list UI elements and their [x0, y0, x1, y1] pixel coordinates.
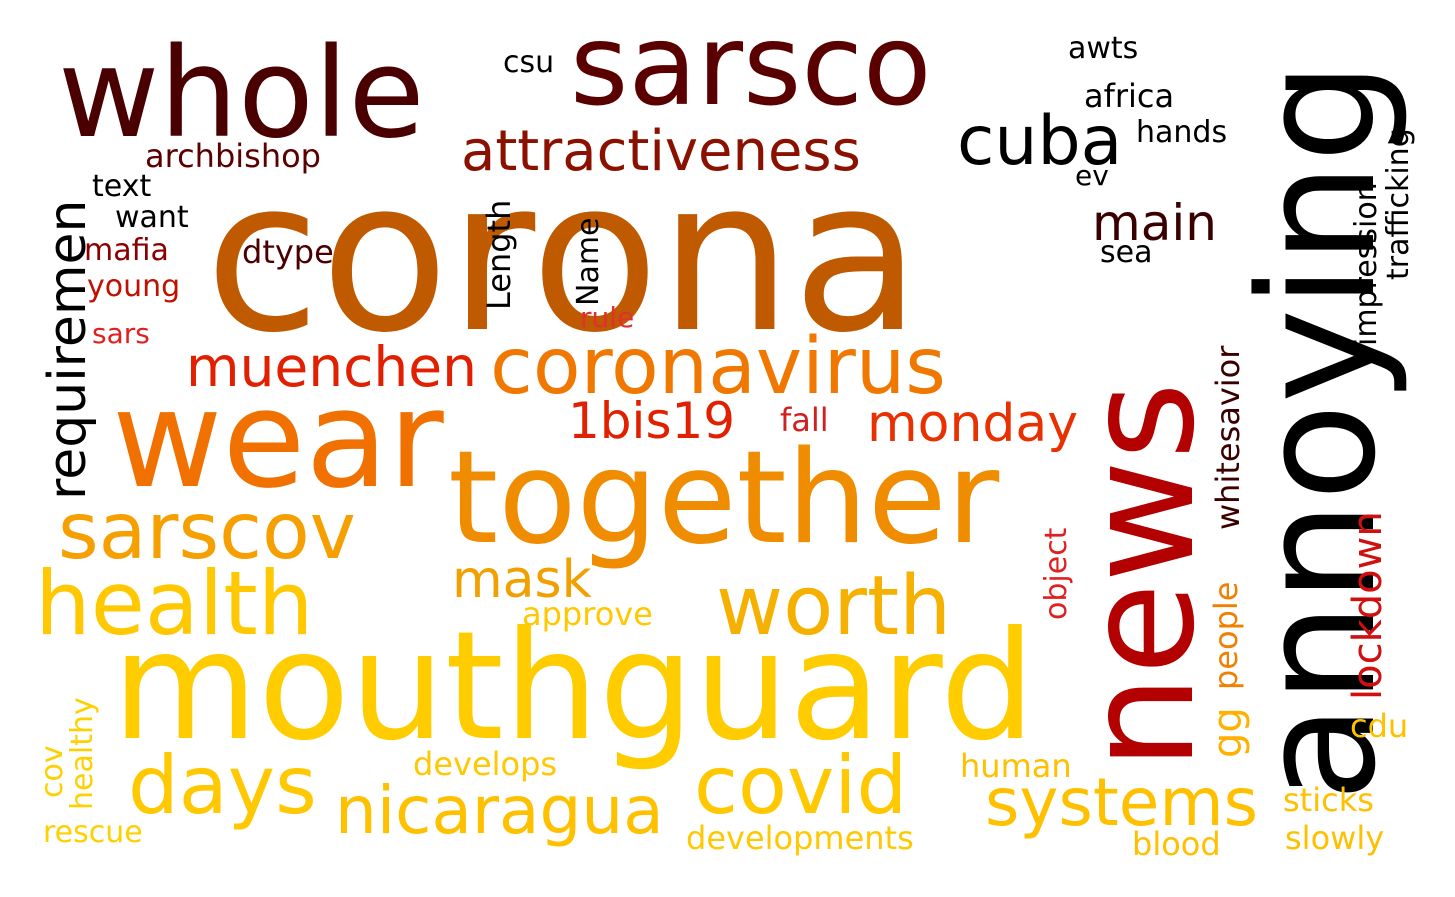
word-nicaragua: nicaragua	[335, 772, 664, 849]
word-sticks: sticks	[1283, 781, 1374, 819]
word-corona: corona	[205, 134, 921, 379]
word-news: news	[1054, 381, 1228, 770]
word-africa: africa	[1084, 77, 1175, 115]
word-impression: impression	[1349, 182, 1384, 346]
word-trafficking: trafficking	[1381, 128, 1416, 280]
word-csu: csu	[503, 45, 555, 80]
word-sea: sea	[1100, 235, 1153, 270]
word-text: text	[92, 169, 152, 204]
word-muenchen: muenchen	[186, 335, 477, 399]
word-human: human	[960, 747, 1072, 785]
word-awts: awts	[1068, 31, 1139, 66]
word-health: health	[35, 552, 314, 655]
word-hands: hands	[1136, 115, 1228, 150]
word-developments: developments	[686, 819, 914, 857]
word-blood: blood	[1132, 825, 1221, 863]
word-approve: approve	[522, 595, 653, 633]
word-cdu: cdu	[1350, 707, 1409, 745]
word-covid: covid	[694, 739, 908, 832]
word-dtype: dtype	[242, 233, 334, 271]
word-systems: systems	[985, 764, 1258, 841]
word-main: main	[1092, 194, 1217, 252]
word-sars: sars	[92, 317, 150, 350]
word-name: Name	[571, 217, 606, 306]
word-sarscov: sarscov	[58, 487, 356, 577]
word-young: young	[87, 269, 181, 304]
word-object: object	[1039, 527, 1074, 620]
word-days: days	[128, 739, 317, 832]
word-mouthguard: mouthguard	[112, 600, 1036, 774]
word-people: people	[1207, 581, 1245, 690]
word-worth: worth	[716, 559, 952, 654]
word-coronavirus: coronavirus	[490, 322, 946, 412]
word-fall: fall	[780, 401, 829, 439]
word-archbishop: archbishop	[145, 137, 321, 175]
word-ev: ev	[1075, 159, 1109, 192]
word-gg: gg	[1205, 707, 1251, 758]
word-sarsco: sarsco	[570, 1, 932, 131]
word-length: Length	[480, 199, 518, 310]
word-lockdown: lockdown	[1345, 511, 1391, 700]
word-1bis19: 1bis19	[568, 392, 736, 450]
word-attractiveness: attractiveness	[461, 119, 861, 184]
word-mask: mask	[452, 550, 592, 610]
word-mafia: mafia	[84, 233, 169, 268]
word-rule: rule	[580, 301, 635, 334]
word-healthy: healthy	[65, 697, 100, 810]
word-cov: cov	[35, 745, 70, 798]
word-cuba: cuba	[957, 102, 1123, 181]
word-together: together	[448, 424, 1000, 573]
word-whole: whole	[58, 22, 425, 166]
word-rescue: rescue	[43, 815, 143, 850]
word-slowly: slowly	[1285, 819, 1385, 857]
word-wear: wear	[112, 361, 444, 518]
word-develops: develops	[413, 745, 558, 783]
word-monday: monday	[867, 394, 1079, 454]
word-want: want	[115, 200, 189, 235]
word-whitesavior: whitesavior	[1209, 345, 1247, 530]
